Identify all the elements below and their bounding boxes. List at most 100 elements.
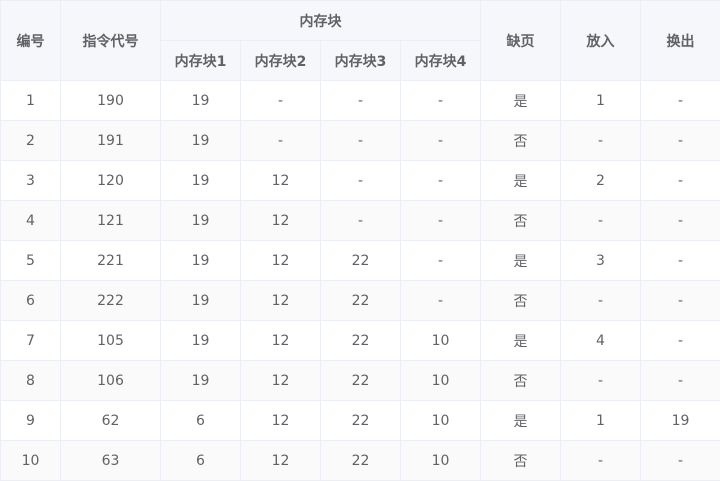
header-memory-3[interactable]: 内存块3 [321, 41, 401, 81]
cell-page-fault: 否 [481, 441, 561, 481]
cell-memory-3: 22 [321, 281, 401, 321]
cell-loaded: - [561, 361, 641, 401]
cell-instruction: 222 [61, 281, 161, 321]
cell-id: 10 [1, 441, 61, 481]
cell-evicted: - [641, 321, 720, 361]
cell-page-fault: 是 [481, 81, 561, 121]
header-loaded[interactable]: 放入 [561, 1, 641, 81]
cell-memory-3: 22 [321, 401, 401, 441]
cell-memory-4: - [401, 81, 481, 121]
cell-loaded: 1 [561, 401, 641, 441]
cell-memory-4: 10 [401, 361, 481, 401]
cell-memory-2: 12 [241, 281, 321, 321]
cell-id: 6 [1, 281, 61, 321]
cell-instruction: 190 [61, 81, 161, 121]
cell-memory-4: - [401, 281, 481, 321]
cell-instruction: 106 [61, 361, 161, 401]
cell-page-fault: 否 [481, 281, 561, 321]
header-id[interactable]: 编号 [1, 1, 61, 81]
cell-memory-4: - [401, 201, 481, 241]
header-instruction[interactable]: 指令代号 [61, 1, 161, 81]
header-memory-2[interactable]: 内存块2 [241, 41, 321, 81]
cell-memory-1: 6 [161, 441, 241, 481]
cell-memory-1: 19 [161, 361, 241, 401]
cell-id: 1 [1, 81, 61, 121]
cell-memory-3: - [321, 121, 401, 161]
cell-instruction: 120 [61, 161, 161, 201]
cell-memory-3: - [321, 161, 401, 201]
cell-memory-3: 22 [321, 241, 401, 281]
cell-memory-4: - [401, 161, 481, 201]
cell-evicted: - [641, 361, 720, 401]
header-page-fault[interactable]: 缺页 [481, 1, 561, 81]
cell-id: 9 [1, 401, 61, 441]
cell-page-fault: 否 [481, 121, 561, 161]
cell-memory-1: 19 [161, 201, 241, 241]
cell-evicted: - [641, 201, 720, 241]
cell-memory-1: 19 [161, 241, 241, 281]
cell-memory-3: 22 [321, 361, 401, 401]
cell-memory-1: 19 [161, 321, 241, 361]
cell-page-fault: 否 [481, 201, 561, 241]
cell-memory-2: 12 [241, 241, 321, 281]
cell-memory-1: 6 [161, 401, 241, 441]
cell-instruction: 63 [61, 441, 161, 481]
cell-memory-4: - [401, 241, 481, 281]
cell-id: 7 [1, 321, 61, 361]
cell-evicted: - [641, 241, 720, 281]
cell-memory-2: 12 [241, 201, 321, 241]
cell-page-fault: 是 [481, 161, 561, 201]
cell-page-fault: 否 [481, 361, 561, 401]
cell-instruction: 121 [61, 201, 161, 241]
cell-id: 4 [1, 201, 61, 241]
cell-id: 8 [1, 361, 61, 401]
cell-loaded: 4 [561, 321, 641, 361]
header-evicted[interactable]: 换出 [641, 1, 720, 81]
table-header: 编号 指令代号 内存块 缺页 放入 换出 内存块1 内存块2 内存块3 内存块4 [1, 1, 720, 81]
cell-evicted: - [641, 441, 720, 481]
header-memory-group[interactable]: 内存块 [161, 1, 481, 41]
cell-instruction: 191 [61, 121, 161, 161]
cell-loaded: - [561, 121, 641, 161]
cell-id: 3 [1, 161, 61, 201]
cell-memory-4: 10 [401, 321, 481, 361]
cell-page-fault: 是 [481, 321, 561, 361]
cell-instruction: 105 [61, 321, 161, 361]
cell-evicted: - [641, 121, 720, 161]
cell-instruction: 221 [61, 241, 161, 281]
cell-loaded: - [561, 201, 641, 241]
header-memory-4[interactable]: 内存块4 [401, 41, 481, 81]
cell-memory-2: 12 [241, 401, 321, 441]
cell-evicted: 19 [641, 401, 720, 441]
cell-loaded: - [561, 281, 641, 321]
cell-memory-1: 19 [161, 281, 241, 321]
cell-memory-2: 12 [241, 441, 321, 481]
cell-id: 2 [1, 121, 61, 161]
cell-memory-3: - [321, 201, 401, 241]
cell-evicted: - [641, 81, 720, 121]
header-memory-1[interactable]: 内存块1 [161, 41, 241, 81]
cell-loaded: 1 [561, 81, 641, 121]
cell-memory-3: 22 [321, 441, 401, 481]
cell-loaded: - [561, 441, 641, 481]
cell-memory-4: - [401, 121, 481, 161]
cell-memory-2: 12 [241, 161, 321, 201]
cell-memory-2: - [241, 81, 321, 121]
cell-page-fault: 是 [481, 401, 561, 441]
cell-memory-4: 10 [401, 441, 481, 481]
cell-memory-4: 10 [401, 401, 481, 441]
cell-loaded: 3 [561, 241, 641, 281]
cell-memory-1: 19 [161, 81, 241, 121]
cell-evicted: - [641, 161, 720, 201]
